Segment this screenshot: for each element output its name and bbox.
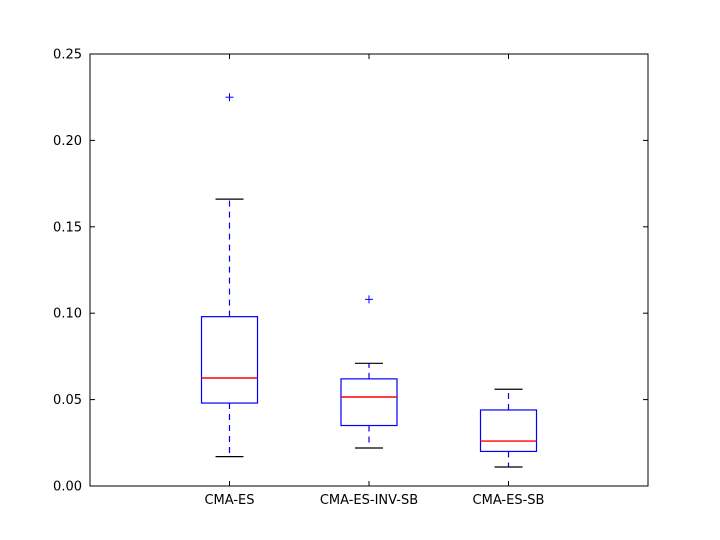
x-axis: CMA-ES CMA-ES-INV-SB CMA-ES-SB — [204, 54, 544, 508]
outlier-marker — [225, 93, 234, 102]
y-axis: 0.00 0.05 0.10 0.15 0.20 0.25 — [53, 48, 648, 495]
outlier-marker — [365, 295, 373, 304]
y-tick-label: 0.15 — [53, 220, 82, 235]
y-tick-label: 0.05 — [53, 393, 82, 408]
box-iqr — [479, 409, 538, 453]
box-iqr — [200, 316, 259, 404]
plot-area — [200, 93, 538, 468]
y-tick-label: 0.25 — [53, 48, 82, 63]
axes-frame — [89, 53, 649, 487]
y-tick-label: 0.20 — [53, 134, 82, 149]
box-1 — [340, 295, 398, 449]
x-tick-label: CMA-ES-SB — [473, 493, 545, 508]
x-tick-label: CMA-ES — [204, 493, 254, 508]
y-tick-label: 0.00 — [53, 480, 82, 495]
box-0 — [200, 93, 259, 458]
y-tick-label: 0.10 — [53, 307, 82, 322]
box-iqr — [340, 378, 398, 427]
x-tick-label: CMA-ES-INV-SB — [320, 493, 418, 508]
box-2 — [479, 388, 538, 468]
